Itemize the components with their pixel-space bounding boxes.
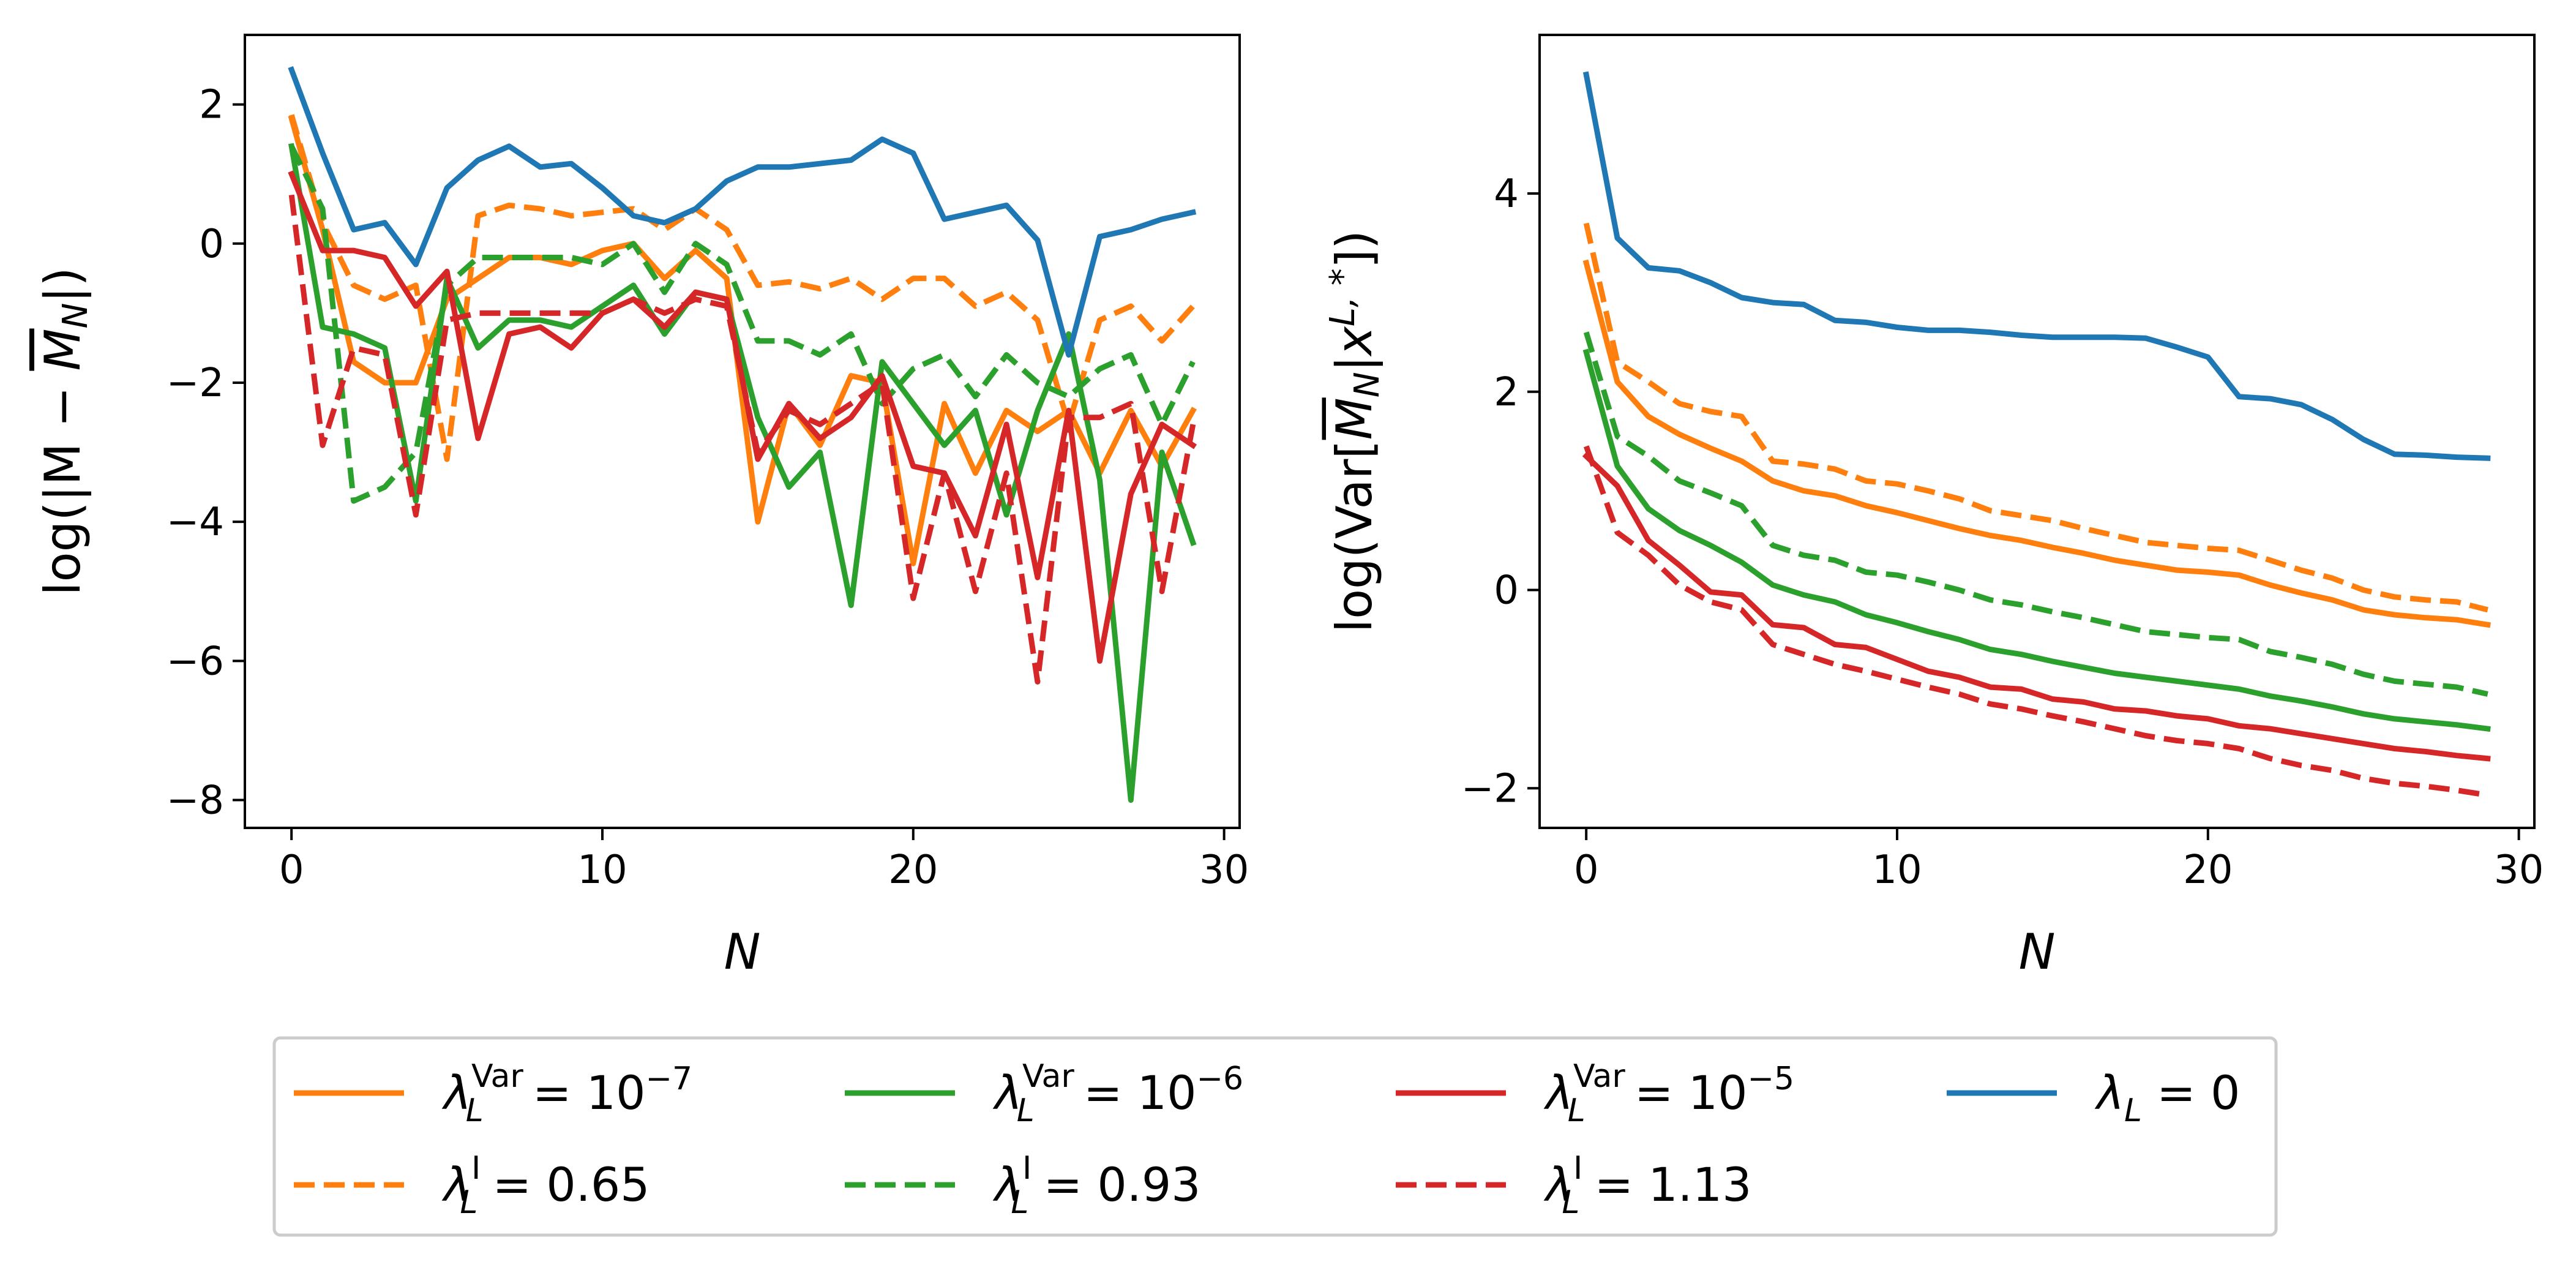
legend-item-var5: λVar L = 10−5 (1396, 1058, 1794, 1129)
y-tick-label: −4 (167, 500, 224, 545)
x-tick-label: 30 (1199, 847, 1249, 893)
y-tick-label: −8 (167, 778, 224, 824)
y-tick-label: 0 (199, 222, 224, 267)
y-tick-label: −2 (167, 361, 224, 406)
left-x-axis-label: N (724, 923, 761, 980)
y-tick-label: 2 (1494, 370, 1519, 415)
series-line-i093 (1583, 331, 2488, 697)
right-y-axis-label: log(Var[MN|xL, *]) (1323, 230, 1387, 633)
series-line-var6 (1582, 348, 2491, 732)
right-chart-series (1582, 71, 2491, 798)
y-tick-label: 2 (199, 83, 224, 128)
series-line-i113 (1583, 445, 2488, 798)
y-tick-label: 0 (1494, 568, 1519, 614)
series-line-i065 (1583, 222, 2488, 613)
legend-label: λI L = 1.13 (1543, 1150, 1752, 1221)
legend-label: λL = 0 (2094, 1065, 2240, 1129)
series-line-i093 (289, 145, 1196, 504)
left-chart-panel: 0 10 20 30−8−6−4−202 N log(|M − MN|) (34, 34, 1249, 980)
left-chart-series (288, 66, 1197, 803)
x-tick-label: 10 (577, 847, 627, 893)
series-line-i065 (288, 114, 1196, 462)
legend-item-i065: λI L = 0.65 (294, 1150, 650, 1221)
legend: λVar L = 10−7 λVar L = 10−6 λVar L = 10−5 λL =… (272, 1036, 2278, 1237)
legend-item-var6: λVar L = 10−6 (845, 1058, 1243, 1129)
right-y-label-mid: |x (1326, 325, 1383, 372)
right-y-label-sup: L, * (1323, 268, 1363, 326)
left-chart-ticks: 0 10 20 30 −8 −6 −4 −2 0 2 (167, 83, 1249, 893)
left-y-label-sub: N (56, 303, 95, 329)
series-line-i113 (288, 194, 1196, 685)
left-y-axis-label: log(|M − MN|) (34, 267, 95, 595)
right-x-axis-label: N (2019, 923, 2056, 980)
y-tick-label: 4 (1494, 171, 1519, 217)
series-line-zero (288, 66, 1197, 358)
x-tick-label: 0 (279, 847, 304, 893)
right-y-label-sub: N (1347, 372, 1387, 397)
right-y-label-mbar: M (1326, 397, 1383, 440)
left-y-label-mbar: M (34, 329, 91, 371)
left-y-label-suffix: |) (34, 267, 92, 302)
x-tick-label: 20 (888, 847, 938, 893)
legend-label: λVar L = 10−7 (441, 1058, 692, 1129)
y-tick-label: −2 (1461, 766, 1519, 811)
right-y-label-suffix: ]) (1326, 230, 1383, 268)
legend-label: λVar L = 10−6 (992, 1058, 1243, 1129)
series-line-var7 (1582, 259, 2491, 628)
legend-frame (272, 1036, 2278, 1237)
series-line-var5 (1582, 452, 2491, 762)
legend-item-zero: λL = 0 (1947, 1065, 2240, 1129)
right-chart-frame (1538, 34, 2536, 829)
legend-item-i093: λI L = 0.93 (845, 1150, 1201, 1221)
legend-label: λI L = 0.65 (441, 1150, 650, 1221)
legend-label: λVar L = 10−5 (1543, 1058, 1794, 1129)
y-tick-label: −6 (167, 639, 224, 684)
right-y-label-prefix: log(Var[ (1326, 440, 1383, 633)
x-tick-label: 30 (2494, 847, 2544, 893)
legend-item-i113: λI L = 1.13 (1396, 1150, 1752, 1221)
x-tick-label: 0 (1574, 847, 1599, 893)
legend-item-var7: λVar L = 10−7 (294, 1058, 692, 1129)
series-line-zero (1582, 71, 2491, 461)
x-tick-label: 10 (1872, 847, 1922, 893)
left-y-label-prefix: log(|M − (34, 371, 92, 596)
right-chart-ticks: 0 10 20 30 −2 0 2 4 (1461, 171, 2544, 893)
legend-label: λI L = 0.93 (992, 1150, 1201, 1221)
x-tick-label: 20 (2183, 847, 2233, 893)
left-chart-frame (244, 34, 1241, 829)
